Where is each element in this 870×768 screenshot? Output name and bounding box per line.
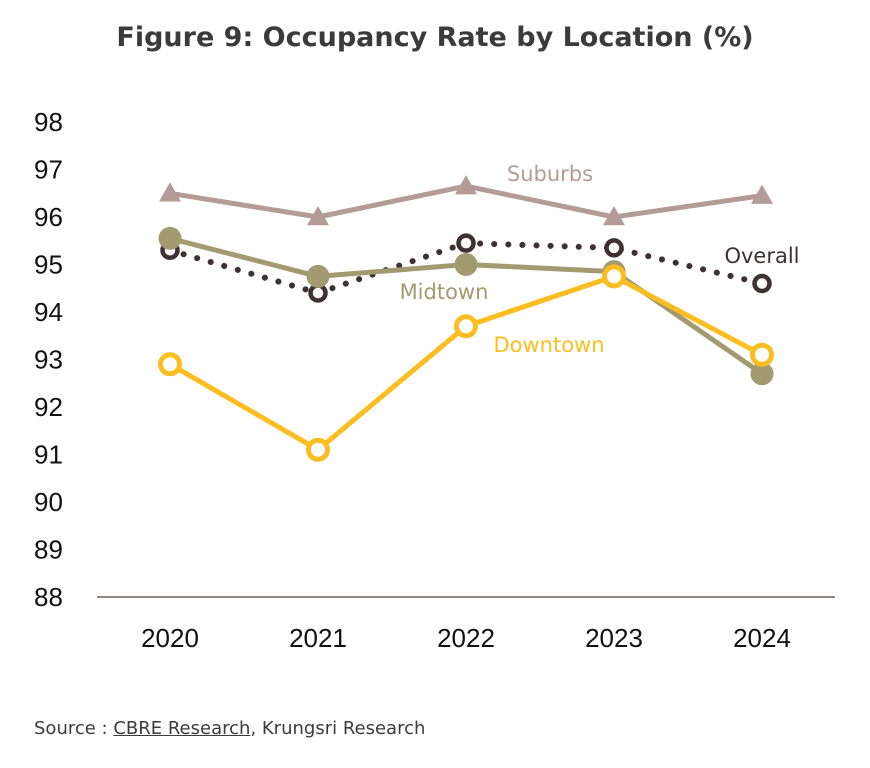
data-point-midtown [750,362,774,386]
data-point-overall [456,233,476,253]
y-tick-label: 93 [34,345,63,375]
y-tick-label: 95 [34,250,63,280]
chart-title: Figure 9: Occupancy Rate by Location (%) [116,22,754,53]
source-suffix: , Krungsri Research [250,718,426,739]
y-tick-label: 91 [34,440,63,470]
data-point-midtown [158,226,182,250]
y-tick-label: 92 [34,392,63,422]
x-tick-label: 2021 [289,623,347,653]
data-point-overall [604,238,624,258]
data-point-suburbs [159,182,181,202]
data-point-downtown [750,342,774,367]
data-point-downtown [158,352,182,377]
y-tick-label: 90 [34,487,63,517]
series-markers [158,175,774,462]
y-tick-label: 94 [34,297,63,327]
y-tick-label: 96 [34,202,63,232]
data-point-midtown [454,253,478,276]
series-label-midtown: Midtown [400,280,489,304]
source-note: Source : CBRE Research, Krungsri Researc… [34,718,425,739]
y-tick-label: 97 [34,155,63,185]
series-label-suburbs: Suburbs [507,162,593,186]
x-axis-tick-labels: 2020 2021 2022 2023 2024 [141,623,791,653]
data-point-downtown [306,437,330,462]
source-prefix: Source : [34,718,114,739]
data-point-suburbs [455,175,477,195]
data-point-overall [752,273,772,294]
series-label-overall: Overall [724,244,799,268]
series-label-downtown: Downtown [493,333,604,357]
y-tick-label: 89 [34,535,63,565]
x-tick-label: 2024 [733,623,791,653]
series-labels: Suburbs Overall Midtown Downtown [400,162,800,357]
data-point-downtown [602,264,626,289]
x-tick-label: 2023 [585,623,643,653]
data-point-downtown [454,314,478,339]
y-tick-label: 98 [34,107,63,137]
y-axis-tick-labels: 98 97 96 95 94 93 92 91 90 89 88 [34,107,63,612]
data-point-midtown [306,264,330,288]
x-tick-label: 2020 [141,623,199,653]
source-link[interactable]: CBRE Research [113,718,251,739]
x-tick-label: 2022 [437,623,495,653]
data-point-suburbs [751,184,773,204]
data-point-suburbs [603,206,625,226]
y-tick-label: 88 [34,582,63,612]
data-point-suburbs [307,206,329,226]
